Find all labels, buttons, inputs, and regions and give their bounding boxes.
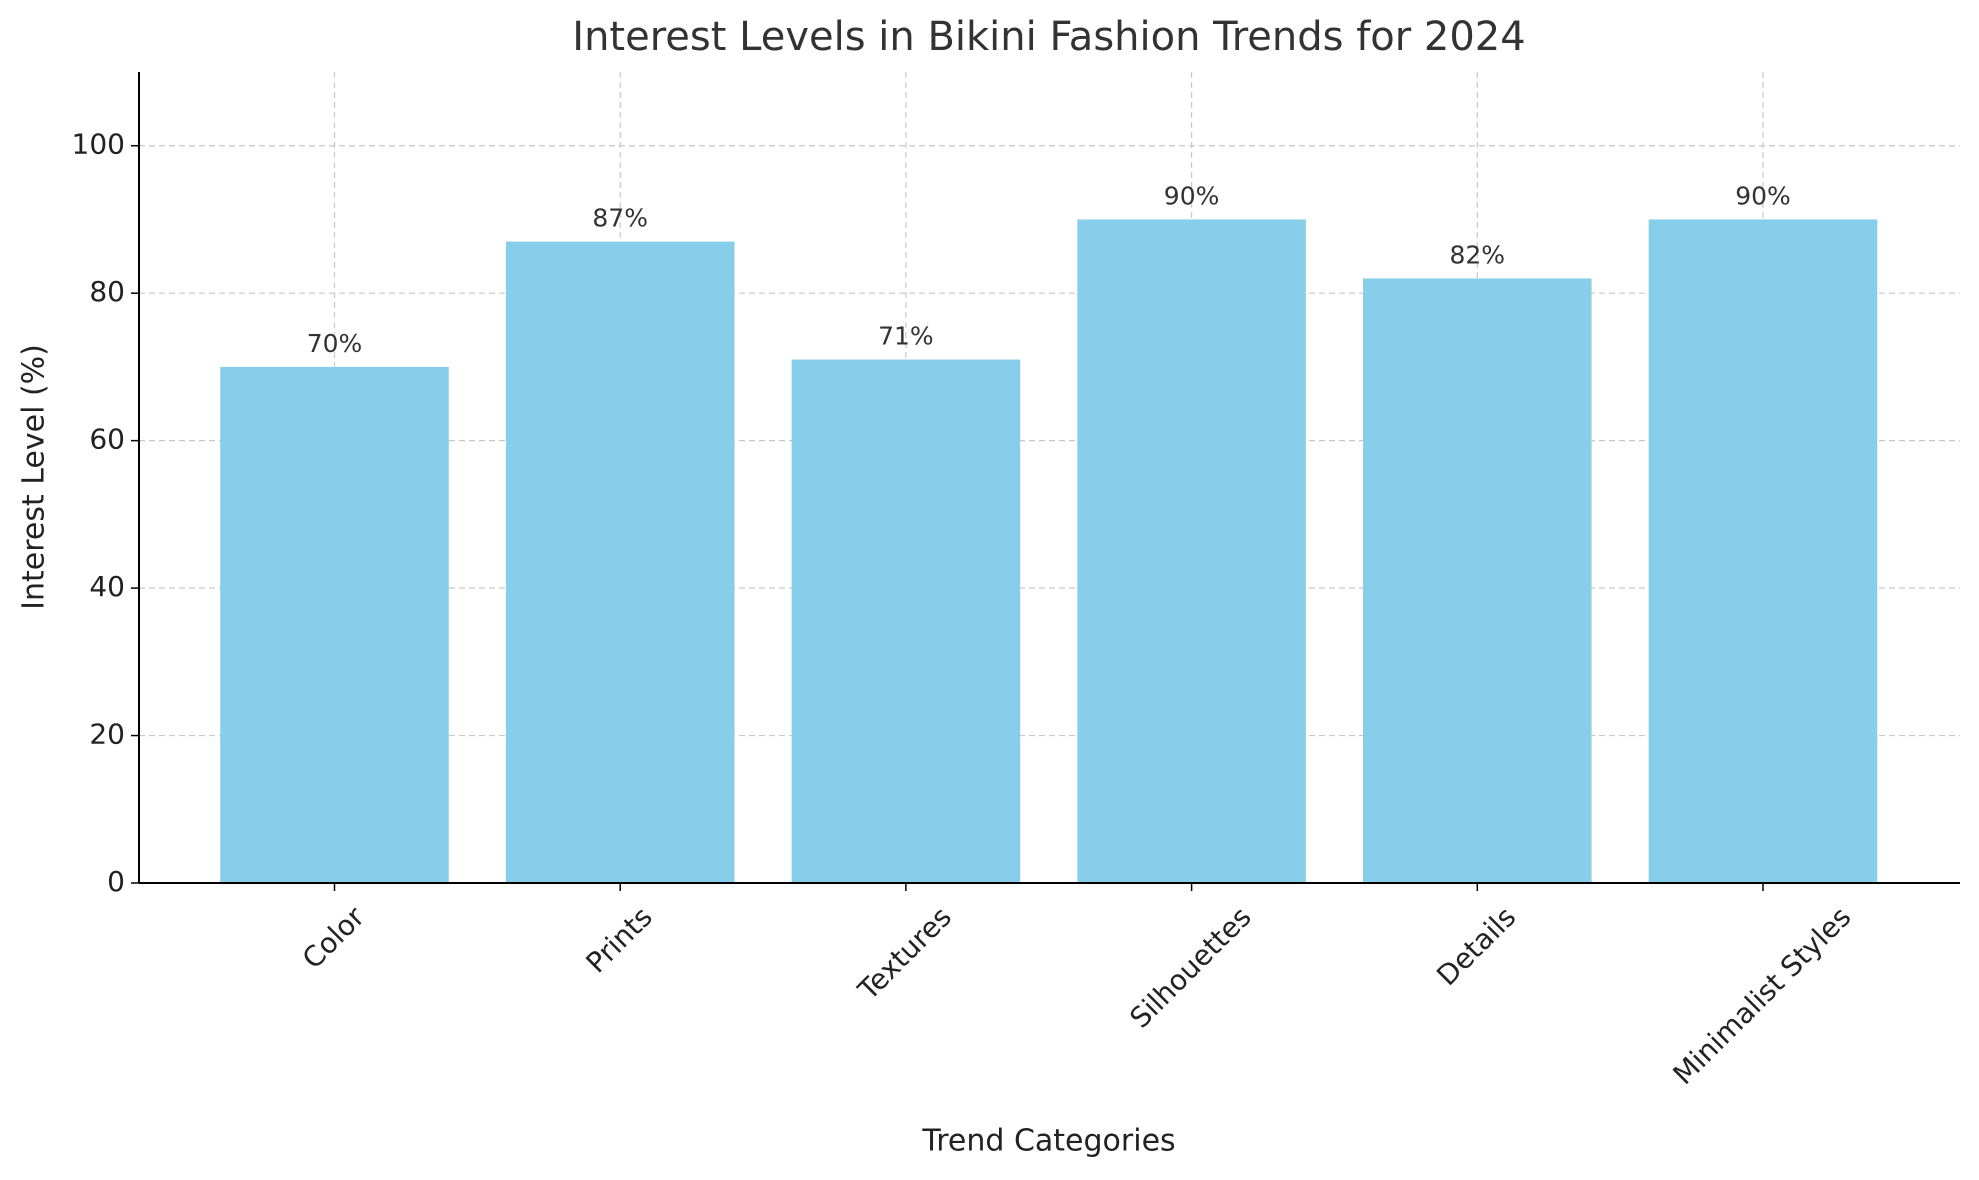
y-tick-label: 20 bbox=[89, 718, 125, 751]
bar bbox=[1648, 219, 1878, 884]
y-tick-label: 80 bbox=[89, 275, 125, 308]
y-tick-label: 0 bbox=[107, 865, 125, 898]
value-label: 90% bbox=[1164, 181, 1220, 210]
value-label: 70% bbox=[307, 329, 363, 358]
y-tick-label: 100 bbox=[72, 128, 125, 161]
chart-title: Interest Levels in Bikini Fashion Trends… bbox=[572, 14, 1525, 60]
x-tick-label: Silhouettes bbox=[1123, 900, 1257, 1034]
y-tick-label: 60 bbox=[89, 423, 125, 456]
value-label: 90% bbox=[1735, 181, 1791, 210]
x-tick-label: Color bbox=[296, 900, 371, 975]
bar bbox=[220, 366, 449, 884]
bar bbox=[505, 241, 735, 883]
x-tick-label: Details bbox=[1430, 900, 1522, 992]
bar bbox=[1363, 278, 1592, 883]
bar bbox=[791, 359, 1021, 883]
x-tick-label: Prints bbox=[580, 900, 659, 979]
x-axis-label: Trend Categories bbox=[921, 1124, 1175, 1159]
value-label: 71% bbox=[878, 322, 934, 351]
value-label: 87% bbox=[592, 204, 648, 233]
value-label: 82% bbox=[1450, 240, 1506, 269]
bar bbox=[1077, 219, 1306, 884]
x-tick-label: Textures bbox=[851, 900, 958, 1007]
y-axis-label: Interest Level (%) bbox=[17, 344, 52, 610]
y-tick-label: 40 bbox=[89, 570, 125, 603]
x-tick-label: Minimalist Styles bbox=[1667, 900, 1858, 1091]
